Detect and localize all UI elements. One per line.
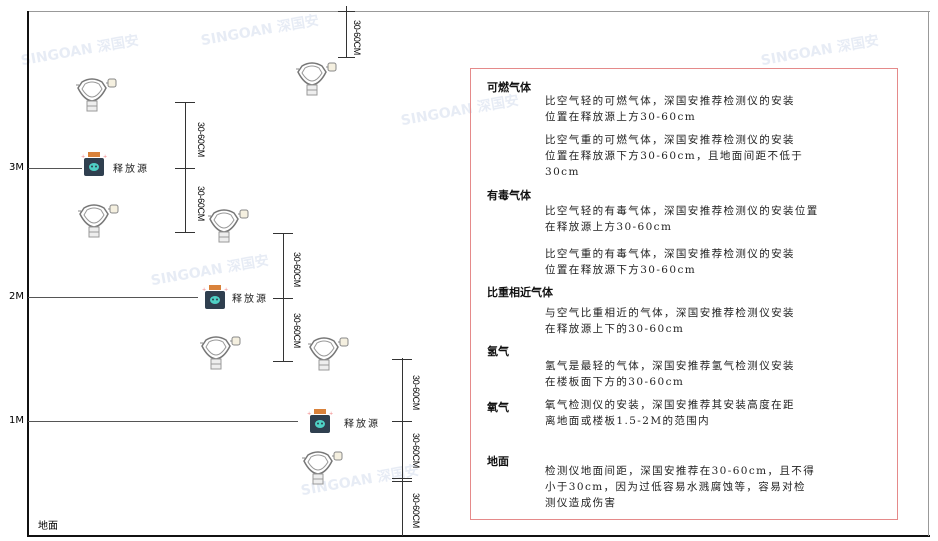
ground-label: 地面 (38, 521, 58, 532)
dimension-tick (273, 233, 293, 234)
gas-release-source-icon (81, 151, 107, 177)
similar-title: 比重相近气体 (487, 286, 553, 299)
dimension-line (185, 102, 186, 233)
dimension-line (346, 6, 347, 58)
gas-detector-icon (296, 58, 340, 96)
dimension-tick (392, 359, 412, 360)
toxic-title: 有毒气体 (487, 189, 531, 202)
combustible-heavy-text: 比空气重的可燃气体，深国安推荐检测仪的安装 位置在释放源下方30-60cm，且地… (545, 134, 804, 178)
combustible-light-text: 比空气轻的可燃气体，深国安推荐检测仪的安装 位置在释放源上方30-60cm (545, 95, 795, 123)
dimension-tick (392, 478, 412, 479)
gas-detector-icon (200, 332, 244, 370)
watermark: SINGOAN 深国安 (199, 12, 321, 50)
ground-text: 检测仪地面间距，深国安推荐在30-60cm，且不得 小于30cm，因为过低容易水… (545, 465, 816, 509)
gas-detector-icon (302, 447, 346, 485)
toxic-heavy-text: 比空气重的有毒气体，深国安推荐检测仪的安装 位置在释放源下方30-60cm (545, 248, 795, 276)
dimension-label: 30-60CM (352, 20, 362, 55)
source-label: 释放源 (344, 419, 380, 430)
toxic-light-text: 比空气轻的有毒气体，深国安推荐检测仪的安装位置 在释放源上方30-60cm (545, 205, 819, 233)
gas-release-source-icon (202, 284, 228, 310)
dimension-tick (175, 232, 195, 233)
hydrogen-text: 氢气是最轻的气体，深国安推荐氢气检测仪安装 在楼板面下方的30-60cm (545, 360, 795, 388)
dimension-tick (392, 421, 412, 422)
level-3m-line (28, 168, 82, 169)
source-label: 释放源 (113, 164, 149, 175)
floor-line (27, 535, 930, 537)
wall-line (27, 11, 29, 536)
dimension-tick (273, 298, 293, 299)
dimension-tick (392, 481, 412, 482)
hydrogen-title: 氢气 (487, 345, 509, 358)
oxygen-text: 氧气检测仪的安装，深国安推荐其安装高度在距 离地面或楼板1.5-2M的范围内 (545, 399, 795, 427)
ground-title: 地面 (487, 455, 509, 468)
installation-notes-box: 可燃气体 比空气轻的可燃气体，深国安推荐检测仪的安装 位置在释放源上方30-60… (470, 68, 898, 520)
dimension-tick (273, 361, 293, 362)
gas-detector-icon (76, 74, 120, 112)
gas-detector-icon (308, 333, 352, 371)
gas-detector-icon (208, 205, 252, 243)
right-wall-line (928, 11, 929, 536)
dimension-tick (175, 102, 195, 103)
combustible-title: 可燃气体 (487, 81, 531, 94)
gas-detector-icon (78, 200, 122, 238)
dimension-tick (338, 11, 355, 12)
dimension-label: 30-60CM (196, 186, 206, 221)
dimension-tick (338, 57, 355, 58)
level-1m-line (28, 421, 298, 422)
ceiling-line (27, 11, 930, 12)
watermark: SINGOAN 深国安 (759, 32, 881, 70)
dimension-label: 30-60CM (411, 375, 421, 410)
oxygen-title: 氧气 (487, 401, 509, 414)
level-2m-line (28, 297, 198, 298)
dimension-label: 30-60CM (196, 122, 206, 157)
watermark: SINGOAN 深国安 (19, 32, 141, 70)
dimension-label: 30-60CM (292, 252, 302, 287)
dimension-line (402, 358, 403, 536)
source-label: 释放源 (232, 294, 268, 305)
dimension-line (283, 233, 284, 362)
dimension-tick (175, 168, 195, 169)
gas-release-source-icon (307, 408, 333, 434)
similar-text: 与空气比重相近的气体，深国安推荐检测仪安装 在释放源上下的30-60cm (545, 307, 795, 335)
dimension-label: 30-60CM (292, 313, 302, 348)
level-2m-label: 2M (9, 291, 24, 302)
dimension-label: 30-60CM (411, 433, 421, 468)
dimension-label: 30-60CM (411, 493, 421, 528)
level-1m-label: 1M (9, 415, 24, 426)
level-3m-label: 3M (9, 162, 24, 173)
